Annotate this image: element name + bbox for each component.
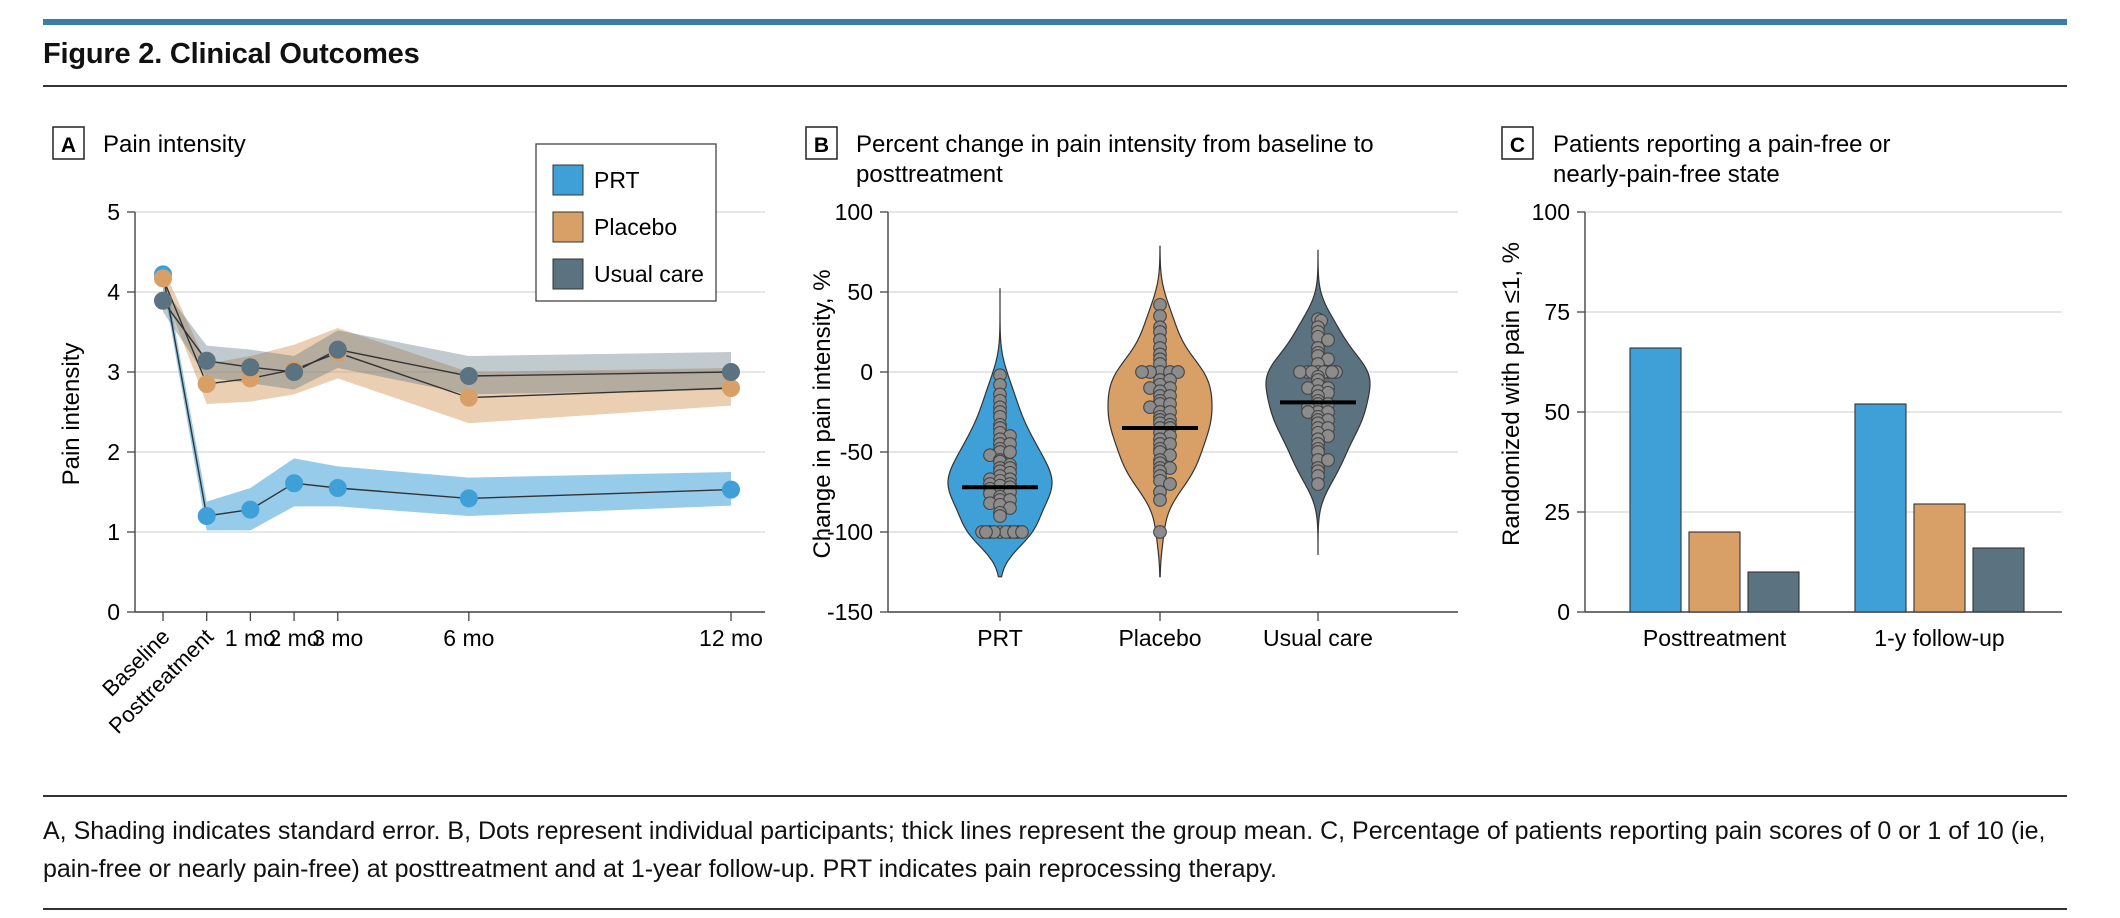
panel-c-x-tick-label: 1-y follow-up <box>1874 625 2004 651</box>
point-usual-care <box>197 351 216 370</box>
panel-b-y-tick-label: -50 <box>840 439 873 465</box>
panel-a-x-tick-label: 6 mo <box>443 625 494 651</box>
participant-dot <box>1311 477 1325 491</box>
participant-dot <box>1015 525 1029 539</box>
participant-dot <box>1153 493 1167 507</box>
panel-a-y-tick-label: 3 <box>107 359 120 385</box>
panel-b-y-tick-label: 0 <box>860 359 873 385</box>
violin-usual-care <box>1265 249 1371 555</box>
legend-swatch-placebo <box>552 211 584 243</box>
participant-dot <box>1171 365 1185 379</box>
panel-b: B Percent change in pain intensity from … <box>805 126 1458 651</box>
legend-label-prt: PRT <box>594 167 640 193</box>
participant-dot <box>979 525 993 539</box>
panel-b-y-axis-label: Change in pain intensity, % <box>809 269 836 558</box>
point-placebo <box>722 379 740 397</box>
panel-b-y-tick-label: 100 <box>835 199 873 225</box>
point-usual-care <box>328 340 347 359</box>
panel-c: C Patients reporting a pain-free or nearl… <box>1498 126 2062 651</box>
bar-placebo-posttreatment <box>1688 531 1741 613</box>
panel-c-title: Patients reporting a pain-free or nearly-… <box>1553 131 1891 188</box>
se-band-prt <box>163 264 731 531</box>
panel-b-y-tick-label: -150 <box>827 599 873 625</box>
panel-c-y-tick-label: 75 <box>1544 299 1570 325</box>
legend-swatch-prt <box>552 164 584 196</box>
participant-dot <box>1321 333 1335 347</box>
se-band-placebo <box>163 268 731 424</box>
panel-c-y-axis-label: Randomized with pain ≤1, % <box>1498 242 1525 546</box>
point-usual-care <box>241 358 260 377</box>
se-band-usual-care <box>163 288 731 395</box>
title-divider <box>43 85 2067 87</box>
panel-a-y-tick-label: 2 <box>107 439 120 465</box>
point-prt <box>328 479 347 497</box>
legend-label-usual-care: Usual care <box>594 261 704 287</box>
panel-c-y-tick-label: 0 <box>1557 599 1570 625</box>
panel-a-letter: A <box>61 134 76 157</box>
caption-top-divider <box>43 795 2067 797</box>
panel-b-x-tick-label: PRT <box>977 625 1023 651</box>
panel-a-x-tick-label: 2 mo <box>269 625 320 651</box>
bar-placebo-1-y-follow-up <box>1913 503 1966 613</box>
point-usual-care <box>459 367 478 385</box>
violin-prt <box>947 288 1053 578</box>
participant-dot <box>1153 525 1167 539</box>
point-usual-care <box>722 363 740 381</box>
panel-b-y-tick-label: -100 <box>827 519 873 545</box>
panel-b-letter: B <box>814 134 829 157</box>
participant-dot <box>1325 365 1339 379</box>
point-placebo <box>154 269 172 288</box>
panel-b-title: Percent change in pain intensity from ba… <box>856 131 1374 188</box>
figure-caption: A, Shading indicates standard error. B, … <box>43 817 2046 883</box>
panel-a-x-tick-label: 12 mo <box>699 625 763 651</box>
participant-dot <box>1163 477 1177 491</box>
bar-usual-care-1-y-follow-up <box>1972 547 2025 613</box>
legend-label-placebo: Placebo <box>594 214 677 240</box>
point-placebo <box>459 388 478 407</box>
participant-dot <box>1321 453 1335 467</box>
panel-a-y-axis-label: Pain intensity <box>58 343 85 486</box>
panel-a-x-tick-label: 3 mo <box>312 625 363 651</box>
point-usual-care <box>154 291 172 310</box>
caption-bottom-divider <box>43 908 2067 910</box>
bar-usual-care-posttreatment <box>1747 571 1800 613</box>
participant-dot <box>1293 365 1307 379</box>
panel-c-letter: C <box>1510 134 1525 157</box>
figure-title: Figure 2. Clinical Outcomes <box>43 38 420 70</box>
panel-a-y-tick-label: 4 <box>107 279 120 305</box>
panel-a-y-tick-label: 5 <box>107 199 120 225</box>
legend-swatch-usual-care <box>552 258 584 290</box>
panel-c-y-tick-label: 25 <box>1544 499 1570 525</box>
panel-a-x-tick-label: 1 mo <box>225 625 276 651</box>
panel-c-x-tick-label: Posttreatment <box>1643 625 1787 651</box>
panel-a-legend: PRT Placebo Usual care <box>535 143 717 302</box>
panel-a-letter-box <box>52 126 85 160</box>
bar-prt-posttreatment <box>1629 347 1682 613</box>
panel-b-x-tick-label: Placebo <box>1118 625 1201 651</box>
point-prt <box>285 474 304 493</box>
point-usual-care <box>285 363 304 381</box>
participant-dot <box>1135 365 1149 379</box>
panel-a-y-tick-label: 1 <box>107 519 120 545</box>
panel-b-y-tick-label: 50 <box>847 279 873 305</box>
point-prt <box>722 480 740 499</box>
bar-prt-1-y-follow-up <box>1854 403 1907 613</box>
panel-b-x-tick-label: Usual care <box>1263 625 1373 651</box>
point-prt <box>241 500 260 519</box>
participant-dot <box>993 509 1007 523</box>
panel-c-letter-box <box>1501 126 1534 160</box>
panel-a-title: Pain intensity <box>103 131 246 158</box>
panel-c-y-tick-label: 100 <box>1532 199 1570 225</box>
point-prt <box>459 489 478 508</box>
violin-placebo <box>1107 245 1213 578</box>
point-prt <box>197 507 216 525</box>
top-accent-bar <box>43 19 2067 25</box>
point-placebo <box>197 375 216 393</box>
panel-a-y-tick-label: 0 <box>107 599 120 625</box>
panel-b-letter-box <box>805 126 838 160</box>
panel-c-y-tick-label: 50 <box>1544 399 1570 425</box>
